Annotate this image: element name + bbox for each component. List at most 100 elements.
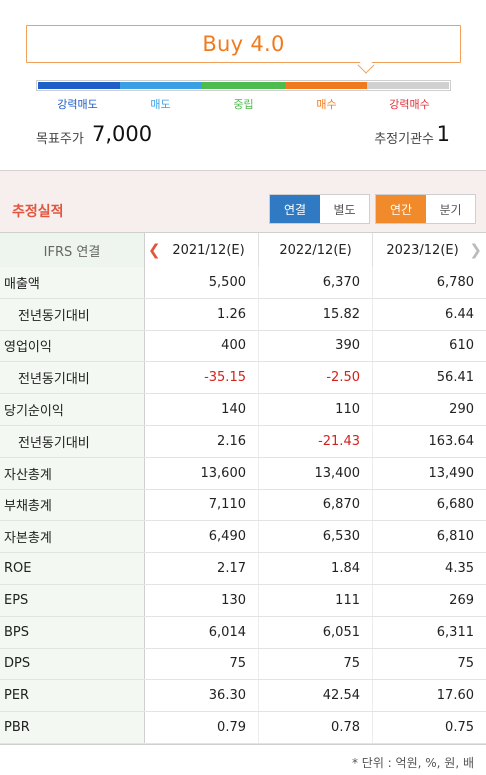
table-cell: 5,500 (145, 267, 259, 298)
column-header-3: 2023/12(E) (373, 233, 486, 267)
period-toggle: 연간 분기 (375, 194, 476, 224)
row-label: ROE (0, 553, 145, 584)
row-label: DPS (0, 648, 145, 680)
row-label: 전년동기대비 (0, 362, 145, 394)
table-cell: 6,051 (259, 616, 373, 648)
target-price-label: 목표주가 (36, 132, 84, 147)
estimates-title: 추정실적 (12, 204, 64, 220)
consolidation-toggle: 연결 별도 (269, 194, 370, 224)
table-cell: 42.54 (259, 680, 373, 712)
table-cell: 130 (145, 584, 259, 616)
table-cell: 6,311 (436, 624, 474, 640)
table-cell: 13,400 (259, 457, 373, 489)
table-row: 당기순이익 140 110 290 (0, 394, 486, 426)
table-cell: 6,870 (259, 489, 373, 521)
table-row: DPS 75 75 75 (0, 648, 486, 681)
table-row: EPS 130 111 269 (0, 584, 486, 617)
table-cell: 610 (449, 338, 474, 354)
rating-bubble: Buy 4.0 (26, 25, 461, 63)
table-cell: 390 (259, 330, 373, 362)
row-label: EPS (0, 584, 145, 616)
row-label: 부채총계 (0, 489, 145, 521)
table-row: 부채총계 7,110 6,870 6,680 (0, 489, 486, 522)
table-cell: 7,110 (145, 489, 259, 521)
table-cell: 1.26 (145, 298, 259, 330)
row-label: 당기순이익 (0, 394, 145, 425)
rating-scale-label: 매도 (150, 98, 171, 111)
rating-scale-label: 중립 (233, 98, 254, 111)
table-row: PBR 0.79 0.78 0.75 (0, 712, 486, 744)
rating-segment-5 (366, 82, 450, 89)
row-label: 자산총계 (0, 457, 145, 489)
row-label: PER (0, 680, 145, 712)
estimates-header: 추정실적 연결 별도 연간 분기 (0, 170, 486, 232)
rating-scale-bar (36, 80, 451, 91)
table-cell: 13,490 (428, 465, 475, 481)
table-cell: 6,680 (436, 497, 474, 513)
row-label: 매출액 (0, 267, 145, 298)
table-cell: 56.41 (436, 370, 474, 386)
table-cell: 0.79 (145, 712, 259, 743)
column-header-1: 2021/12(E) (145, 233, 259, 267)
table-row: ROE 2.17 1.84 4.35 (0, 553, 486, 585)
rating-segment-1 (38, 82, 121, 89)
chevron-left-icon[interactable]: ❮ (148, 241, 161, 259)
row-label: 영업이익 (0, 330, 145, 362)
table-row: BPS 6,014 6,051 6,311 (0, 616, 486, 649)
estimates-table: IFRS 연결 2021/12(E) 2022/12(E) 2023/12(E)… (0, 232, 486, 744)
row-label: BPS (0, 616, 145, 648)
table-row: 전년동기대비 -35.15 -2.50 56.41 (0, 362, 486, 395)
quarterly-button[interactable]: 분기 (426, 195, 475, 223)
table-cell: -2.50 (259, 362, 373, 394)
table-cell: 36.30 (145, 680, 259, 712)
table-cell: 140 (145, 394, 259, 425)
table-cell: 1.84 (259, 553, 373, 584)
table-cell: 75 (145, 648, 259, 680)
table-cell: 13,600 (145, 457, 259, 489)
table-row: 영업이익 400 390 610 (0, 330, 486, 363)
rating-scale-label: 강력매도 (57, 98, 98, 111)
table-row: 매출액 5,500 6,370 6,780 (0, 267, 486, 299)
row-label: 자본총계 (0, 521, 145, 553)
unit-footnote: * 단위 : 억원, %, 원, 배 (351, 756, 474, 770)
row-label: 전년동기대비 (0, 298, 145, 330)
rating-segment-4 (284, 82, 367, 89)
annual-button[interactable]: 연간 (376, 195, 426, 223)
table-row: PER 36.30 42.54 17.60 (0, 680, 486, 713)
rating-scale-label: 매수 (316, 98, 337, 111)
table-cell: 17.60 (436, 688, 474, 704)
table-body: 매출액 5,500 6,370 6,780 전년동기대비 1.26 15.82 6.44 영업이… (0, 267, 486, 744)
chevron-right-icon[interactable]: ❯ (469, 241, 482, 259)
rating-scale-label: 강력매수 (389, 98, 430, 111)
table-cell: 75 (457, 656, 474, 672)
table-cell: 0.75 (445, 720, 474, 736)
consolidated-button[interactable]: 연결 (270, 195, 320, 223)
row-label: 전년동기대비 (0, 425, 145, 457)
table-cell: 75 (259, 648, 373, 680)
table-cell: 6,530 (259, 521, 373, 553)
column-header-2: 2022/12(E) (259, 233, 373, 267)
table-cell: 163.64 (428, 433, 475, 449)
table-cell: 6,490 (145, 521, 259, 553)
rating-text: Buy 4.0 (202, 32, 285, 56)
table-cell: 269 (449, 592, 474, 608)
rating-segment-3 (202, 82, 285, 89)
target-price-value: 7,000 (92, 122, 153, 146)
table-cell: -35.15 (145, 362, 259, 394)
table-cell: 4.35 (445, 561, 474, 577)
table-cell: 111 (259, 584, 373, 616)
table-row: 전년동기대비 1.26 15.82 6.44 (0, 298, 486, 331)
table-row: 전년동기대비 2.16 -21.43 163.64 (0, 425, 486, 458)
investment-opinion-section: Buy 4.0 강력매도 매도 중립 매수 강력매수 목표주가 7,000 추정기관수 … (0, 0, 486, 170)
row-label: PBR (0, 712, 145, 743)
table-cell: 0.78 (259, 712, 373, 743)
table-header: IFRS 연결 2021/12(E) 2022/12(E) 2023/12(E)… (0, 233, 486, 267)
table-cell: -21.43 (259, 425, 373, 457)
table-cell: 400 (145, 330, 259, 362)
rating-scale-labels: 강력매도 매도 중립 매수 강력매수 (36, 96, 451, 112)
table-cell: 6,810 (436, 529, 474, 545)
institution-count-label: 추정기관수 (374, 132, 434, 147)
table-row: 자산총계 13,600 13,400 13,490 (0, 457, 486, 490)
table-cell: 6,014 (145, 616, 259, 648)
separate-button[interactable]: 별도 (320, 195, 369, 223)
